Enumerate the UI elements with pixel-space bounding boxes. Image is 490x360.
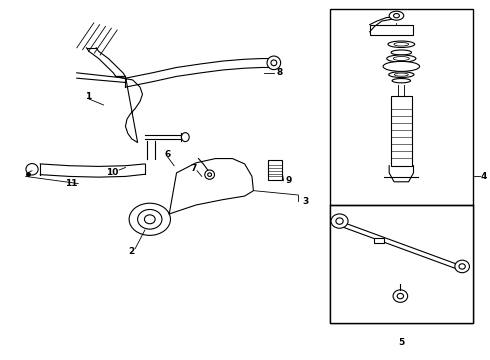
- Ellipse shape: [389, 11, 404, 20]
- Text: 8: 8: [276, 68, 283, 77]
- Ellipse shape: [138, 210, 162, 229]
- Bar: [391, 96, 412, 166]
- Ellipse shape: [271, 60, 277, 66]
- Ellipse shape: [129, 203, 171, 235]
- Ellipse shape: [459, 264, 466, 269]
- Text: 7: 7: [191, 164, 197, 173]
- Text: 9: 9: [285, 176, 292, 185]
- Bar: [330, 205, 473, 323]
- Bar: [369, 25, 414, 35]
- Ellipse shape: [205, 170, 215, 179]
- Bar: [330, 9, 473, 323]
- Text: 3: 3: [302, 197, 309, 206]
- Ellipse shape: [397, 293, 404, 299]
- Text: 4: 4: [481, 172, 487, 181]
- Ellipse shape: [181, 133, 189, 141]
- Ellipse shape: [393, 57, 409, 60]
- Ellipse shape: [394, 73, 408, 76]
- Ellipse shape: [26, 163, 38, 175]
- Ellipse shape: [394, 42, 409, 46]
- Text: 11: 11: [65, 179, 77, 188]
- Ellipse shape: [393, 290, 408, 302]
- Text: 1: 1: [85, 91, 91, 100]
- Ellipse shape: [455, 260, 469, 273]
- Ellipse shape: [387, 55, 416, 62]
- Ellipse shape: [145, 215, 155, 224]
- Ellipse shape: [389, 72, 414, 77]
- Ellipse shape: [331, 214, 348, 228]
- Text: 2: 2: [129, 247, 135, 256]
- Ellipse shape: [388, 41, 415, 48]
- Ellipse shape: [267, 56, 281, 69]
- Ellipse shape: [393, 14, 399, 18]
- Bar: [373, 238, 384, 243]
- Bar: [268, 160, 282, 180]
- Ellipse shape: [391, 50, 412, 55]
- Text: 10: 10: [106, 168, 119, 177]
- Ellipse shape: [383, 62, 419, 71]
- Ellipse shape: [392, 78, 411, 83]
- Text: 6: 6: [165, 150, 171, 159]
- Ellipse shape: [336, 218, 343, 224]
- Text: 5: 5: [398, 338, 404, 347]
- Ellipse shape: [208, 173, 212, 176]
